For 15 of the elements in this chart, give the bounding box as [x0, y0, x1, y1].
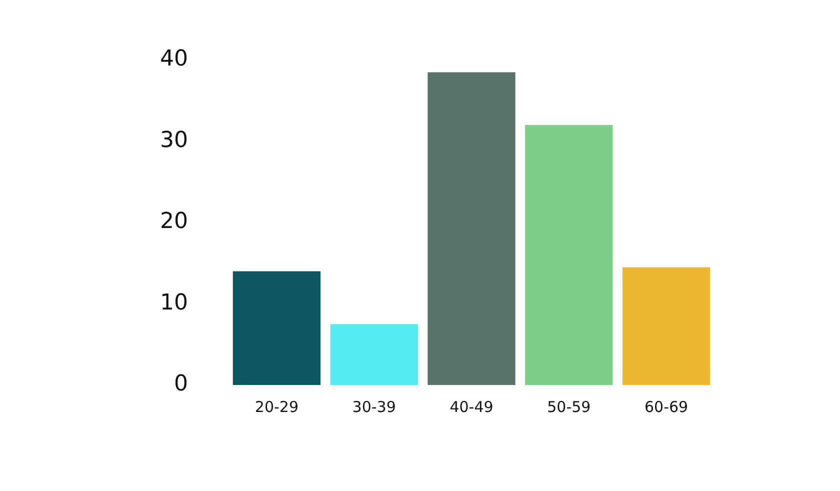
bar	[622, 267, 710, 385]
x-tick-label: 60-69	[644, 398, 688, 416]
bar	[525, 125, 613, 385]
bar	[330, 324, 418, 385]
bar	[428, 72, 516, 385]
x-tick-label: 50-59	[547, 398, 591, 416]
y-tick-label: 10	[160, 290, 188, 316]
y-tick-label: 0	[174, 372, 188, 397]
x-tick-label: 30-39	[352, 398, 396, 416]
y-tick-label: 40	[160, 46, 188, 72]
x-tick-label: 40-49	[450, 398, 494, 416]
bar	[232, 271, 321, 385]
y-tick-label: 20	[160, 209, 188, 234]
y-tick-label: 30	[160, 128, 188, 153]
x-tick-label: 20-29	[254, 398, 298, 416]
